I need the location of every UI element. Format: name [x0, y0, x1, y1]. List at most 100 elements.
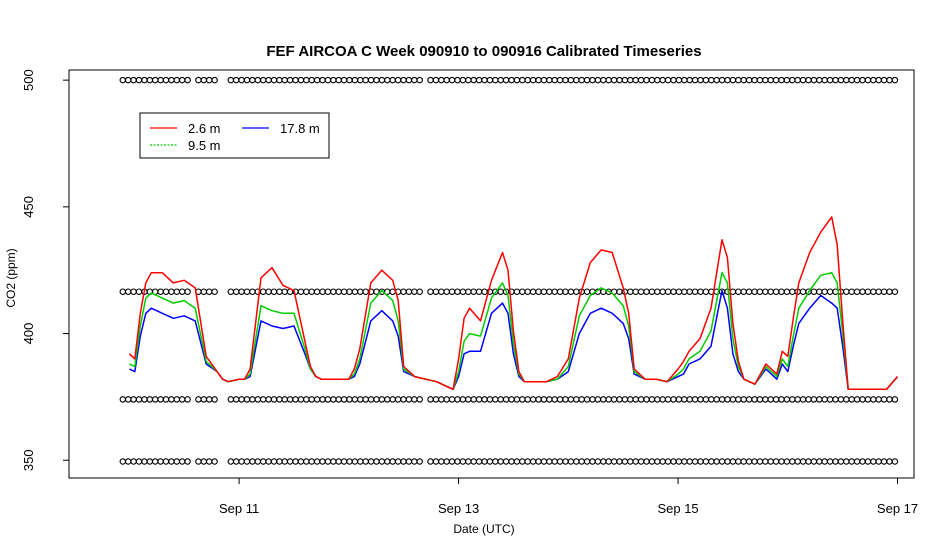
reference-marker-row0-56: [443, 76, 450, 84]
series-line-17-8-m: [129, 289, 899, 391]
reference-marker-row1-120: [789, 288, 796, 295]
reference-marker-row0-21: [249, 76, 256, 84]
reference-marker-row0-14: [200, 76, 208, 84]
reference-marker-row1-119: [783, 288, 791, 295]
reference-marker-row3-118: [778, 458, 785, 465]
x-tick-label-0: Sep 11: [219, 501, 259, 516]
reference-marker-row2-88: [616, 396, 623, 403]
reference-marker-row3-65: [492, 458, 499, 465]
reference-marker-row0-88: [616, 76, 623, 84]
reference-marker-row2-35: [324, 396, 332, 403]
reference-marker-row1-74: [540, 288, 548, 295]
reference-marker-row0-11: [178, 76, 186, 84]
reference-marker-row2-121: [794, 396, 801, 403]
reference-marker-row3-69: [513, 458, 521, 465]
reference-marker-row3-27: [281, 458, 288, 465]
reference-marker-row2-87: [610, 396, 618, 403]
reference-marker-row0-62: [475, 76, 483, 84]
reference-marker-row3-37: [335, 458, 342, 465]
reference-marker-row2-5: [146, 396, 154, 403]
reference-marker-row0-116: [767, 76, 774, 84]
reference-marker-row2-83: [589, 396, 596, 403]
reference-marker-row1-126: [821, 288, 828, 295]
reference-marker-row3-44: [373, 458, 380, 465]
reference-marker-row2-124: [810, 396, 818, 403]
reference-marker-row3-128: [832, 458, 839, 465]
reference-marker-row1-137: [880, 288, 888, 295]
legend: 2.6 m 9.5 m 17.8 m: [139, 112, 330, 159]
reference-marker-row3-43: [367, 458, 375, 465]
reference-marker-row0-80: [573, 76, 580, 84]
reference-marker-row0-102: [691, 76, 699, 84]
reference-marker-row0-97: [664, 76, 672, 84]
reference-marker-row1-66: [497, 288, 504, 295]
reference-marker-row0-126: [821, 76, 828, 84]
reference-marker-row0-26: [276, 76, 283, 84]
reference-marker-row3-63: [481, 458, 488, 465]
reference-marker-row1-50: [405, 288, 413, 295]
reference-marker-row3-81: [578, 458, 585, 465]
reference-marker-row1-132: [853, 288, 861, 295]
reference-marker-row3-30: [297, 458, 305, 465]
reference-marker-row1-23: [259, 288, 267, 295]
reference-marker-row0-75: [546, 76, 553, 84]
reference-marker-row1-78: [562, 288, 569, 295]
reference-marker-row0-66: [497, 76, 504, 84]
reference-marker-row2-0: [119, 396, 127, 403]
reference-marker-row2-115: [762, 396, 769, 403]
reference-marker-row2-120: [789, 396, 796, 403]
reference-marker-row3-9: [168, 458, 175, 465]
reference-marker-row2-118: [778, 396, 785, 403]
reference-marker-row0-32: [308, 76, 315, 84]
reference-marker-row3-1: [124, 458, 132, 465]
reference-marker-row3-129: [837, 458, 845, 465]
reference-marker-row2-11: [178, 396, 186, 403]
reference-marker-row3-134: [864, 458, 872, 465]
reference-marker-row3-127: [826, 458, 834, 465]
y-tick-label-1: 400: [21, 323, 36, 345]
reference-marker-row3-107: [718, 458, 726, 465]
reference-marker-row0-31: [303, 76, 310, 84]
reference-marker-row1-104: [702, 288, 710, 295]
reference-marker-row1-35: [324, 288, 332, 295]
reference-marker-row2-64: [486, 396, 494, 403]
reference-marker-row2-116: [767, 396, 774, 403]
reference-marker-row2-27: [281, 396, 288, 403]
reference-marker-row3-62: [475, 458, 483, 465]
reference-marker-row1-7: [157, 288, 164, 295]
reference-marker-row3-61: [470, 458, 477, 465]
reference-marker-row3-80: [573, 458, 580, 465]
reference-marker-row0-33: [313, 76, 321, 84]
reference-marker-row3-84: [594, 458, 602, 465]
reference-marker-row0-93: [643, 76, 650, 84]
reference-marker-row1-82: [583, 288, 591, 295]
reference-marker-row2-22: [254, 396, 262, 403]
reference-marker-row1-80: [573, 288, 580, 295]
reference-marker-row3-119: [783, 458, 791, 465]
reference-marker-row3-136: [875, 458, 882, 465]
reference-marker-row2-113: [751, 396, 758, 403]
reference-marker-row2-74: [540, 396, 548, 403]
reference-marker-row3-16: [211, 458, 218, 465]
reference-marker-row2-66: [497, 396, 504, 403]
reference-marker-row2-111: [740, 396, 747, 403]
reference-marker-row0-71: [524, 76, 531, 84]
reference-marker-row2-29: [292, 396, 299, 403]
reference-marker-row1-116: [767, 288, 774, 295]
reference-marker-row1-135: [870, 288, 877, 295]
reference-marker-row0-105: [708, 76, 715, 84]
reference-marker-row2-15: [205, 396, 213, 403]
reference-marker-row0-74: [540, 76, 548, 84]
reference-marker-row0-59: [459, 76, 467, 84]
reference-marker-row2-23: [259, 396, 267, 403]
reference-marker-row0-40: [351, 76, 359, 84]
reference-marker-row0-34: [319, 76, 326, 84]
reference-marker-row0-44: [373, 76, 380, 84]
reference-marker-row1-138: [886, 288, 893, 295]
reference-marker-row0-117: [772, 76, 780, 84]
reference-marker-row2-48: [394, 396, 402, 403]
reference-marker-row2-14: [200, 396, 208, 403]
x-tick-label-2: Sep 15: [657, 501, 698, 516]
reference-marker-row3-58: [454, 458, 461, 465]
reference-marker-row2-92: [637, 396, 645, 403]
